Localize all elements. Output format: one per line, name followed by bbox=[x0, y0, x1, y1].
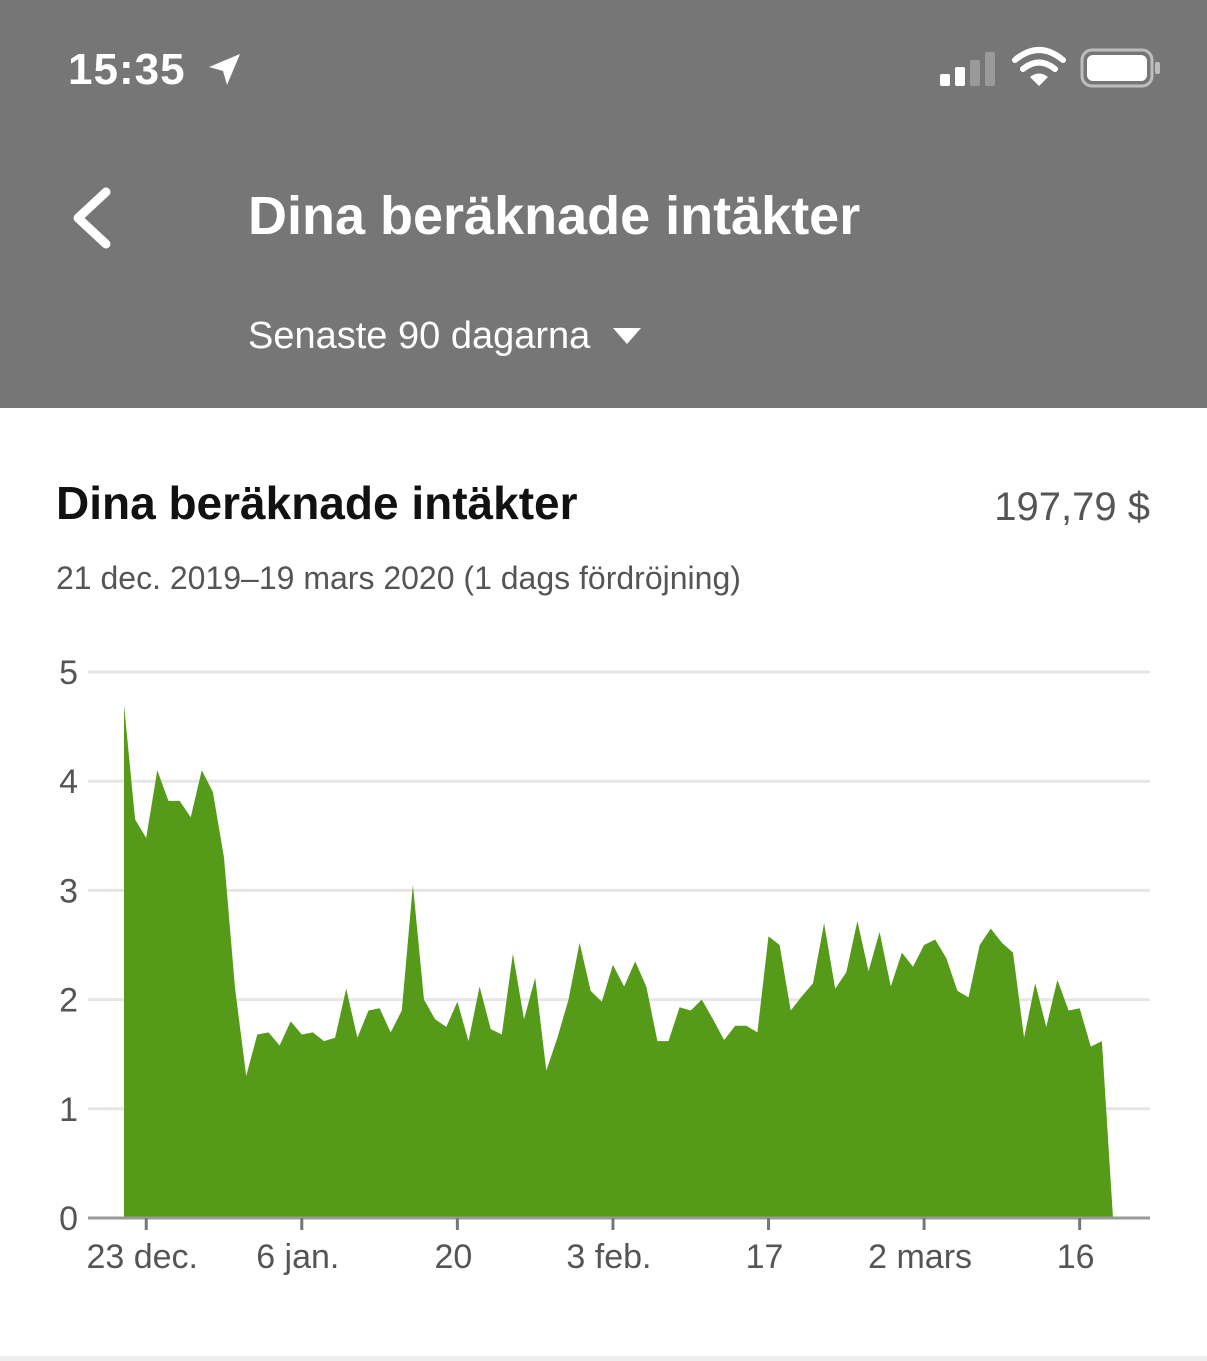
back-button[interactable] bbox=[58, 176, 130, 260]
page-title: Dina beräknade intäkter bbox=[248, 186, 861, 246]
caret-down-icon bbox=[613, 328, 642, 344]
y-tick-label: 1 bbox=[59, 1091, 78, 1129]
x-tick-label: 23 dec. bbox=[86, 1238, 198, 1276]
x-tick-label: 6 jan. bbox=[256, 1238, 339, 1276]
period-selected-label: Senaste 90 dagarna bbox=[248, 315, 591, 357]
y-tick-label: 0 bbox=[59, 1200, 78, 1238]
wifi-icon bbox=[1012, 47, 1066, 86]
card-title: Dina beräknade intäkter bbox=[56, 477, 578, 529]
total-earnings: 197,79 $ bbox=[994, 485, 1150, 529]
x-tick-label: 3 feb. bbox=[566, 1238, 651, 1276]
y-tick-label: 5 bbox=[59, 654, 78, 692]
x-tick-label: 2 mars bbox=[868, 1238, 972, 1276]
bottom-divider bbox=[0, 1356, 1207, 1361]
status-time: 15:35 bbox=[68, 45, 186, 94]
x-tick-label: 17 bbox=[746, 1238, 784, 1276]
location-arrow-icon bbox=[209, 54, 240, 85]
cellular-signal-icon bbox=[940, 52, 995, 86]
earnings-area bbox=[124, 704, 1113, 1218]
y-tick-label: 4 bbox=[59, 763, 78, 801]
x-tick-label: 20 bbox=[434, 1238, 472, 1276]
y-tick-label: 3 bbox=[59, 872, 78, 910]
earnings-chart: 0 1 2 3 4 5 23 dec. 6 jan. 20 3 feb. 17 2 mars 16 bbox=[59, 654, 1150, 1276]
app-header: 15:35 Dina beräknade intäkter Senaste 90… bbox=[0, 0, 1207, 408]
x-tick-label: 16 bbox=[1057, 1238, 1095, 1276]
chevron-left-icon bbox=[73, 187, 111, 249]
period-dropdown[interactable]: Senaste 90 dagarna bbox=[248, 306, 642, 366]
battery-icon bbox=[1080, 48, 1160, 88]
y-tick-label: 2 bbox=[59, 982, 78, 1020]
date-range: 21 dec. 2019–19 mars 2020 (1 dags fördrö… bbox=[56, 560, 741, 596]
